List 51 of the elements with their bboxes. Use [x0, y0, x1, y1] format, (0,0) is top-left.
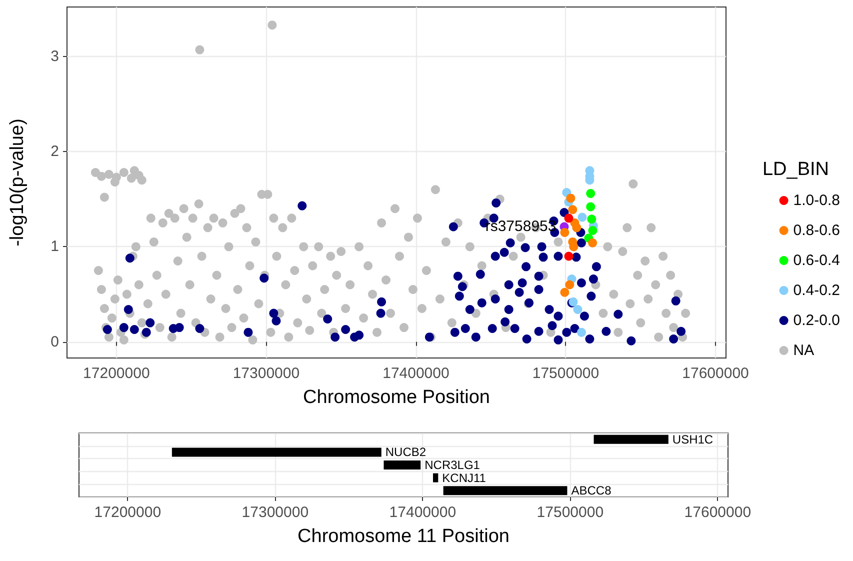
point — [569, 242, 578, 252]
legend-label: 0.8-0.6 — [793, 222, 840, 239]
bar — [433, 473, 438, 482]
x-tick-label: 17600000 — [684, 504, 752, 521]
x-tick-label: 17300000 — [242, 504, 309, 521]
x-tick-label: 17400000 — [382, 365, 450, 382]
y-tick-label: USH1C — [672, 432, 714, 446]
point — [566, 194, 576, 203]
y-tick-label: NCR3LG1 — [424, 458, 480, 472]
y-tick-label: 2 — [50, 143, 59, 160]
point — [588, 226, 598, 236]
legend-label: 0.4-0.2 — [793, 282, 840, 299]
legend-label: 1.0-0.8 — [793, 192, 840, 209]
x-tick-label: 17200000 — [83, 365, 150, 382]
x-tick-label: 17300000 — [232, 365, 300, 382]
x-axis-title: Chromosome Position — [303, 387, 490, 408]
point — [560, 288, 570, 297]
point — [587, 214, 596, 224]
point — [568, 205, 578, 214]
x-tick-label: 17200000 — [94, 504, 162, 521]
y-tick-label: NUCB2 — [385, 445, 426, 460]
point — [578, 212, 587, 222]
y-tick-label: ABCC8 — [571, 484, 612, 498]
point — [588, 238, 598, 248]
point — [586, 202, 596, 212]
x-tick-label: 17400000 — [389, 504, 456, 521]
legend-label: 0.2-0.0 — [793, 312, 840, 329]
x-tick-label: 17600000 — [682, 365, 749, 382]
point — [560, 228, 570, 237]
x-tick-label: 17500000 — [536, 504, 604, 521]
legend-label: 0.6-0.4 — [793, 252, 840, 269]
point — [576, 328, 586, 337]
y-tick-label: 3 — [50, 48, 59, 65]
legend-label: NA — [793, 342, 814, 359]
annotation: rs3758953 — [485, 218, 556, 236]
y-tick-label: KCNJ11 — [442, 470, 486, 485]
y-tick-label: 1 — [50, 238, 59, 256]
x-axis-title: Chromosome 11 Position — [298, 526, 510, 547]
point — [573, 304, 582, 314]
point — [565, 280, 574, 290]
point — [586, 188, 596, 198]
bar — [594, 434, 668, 444]
point — [564, 252, 574, 261]
legend-title: LD_BIN — [762, 159, 830, 180]
bar — [384, 460, 421, 470]
point — [564, 214, 574, 223]
x-tick-label: 17500000 — [532, 365, 600, 382]
bar — [443, 486, 568, 496]
bar — [172, 448, 382, 457]
y-axis-title: -log10(p-value) — [7, 118, 28, 246]
y-tick-label: 0 — [50, 333, 59, 350]
